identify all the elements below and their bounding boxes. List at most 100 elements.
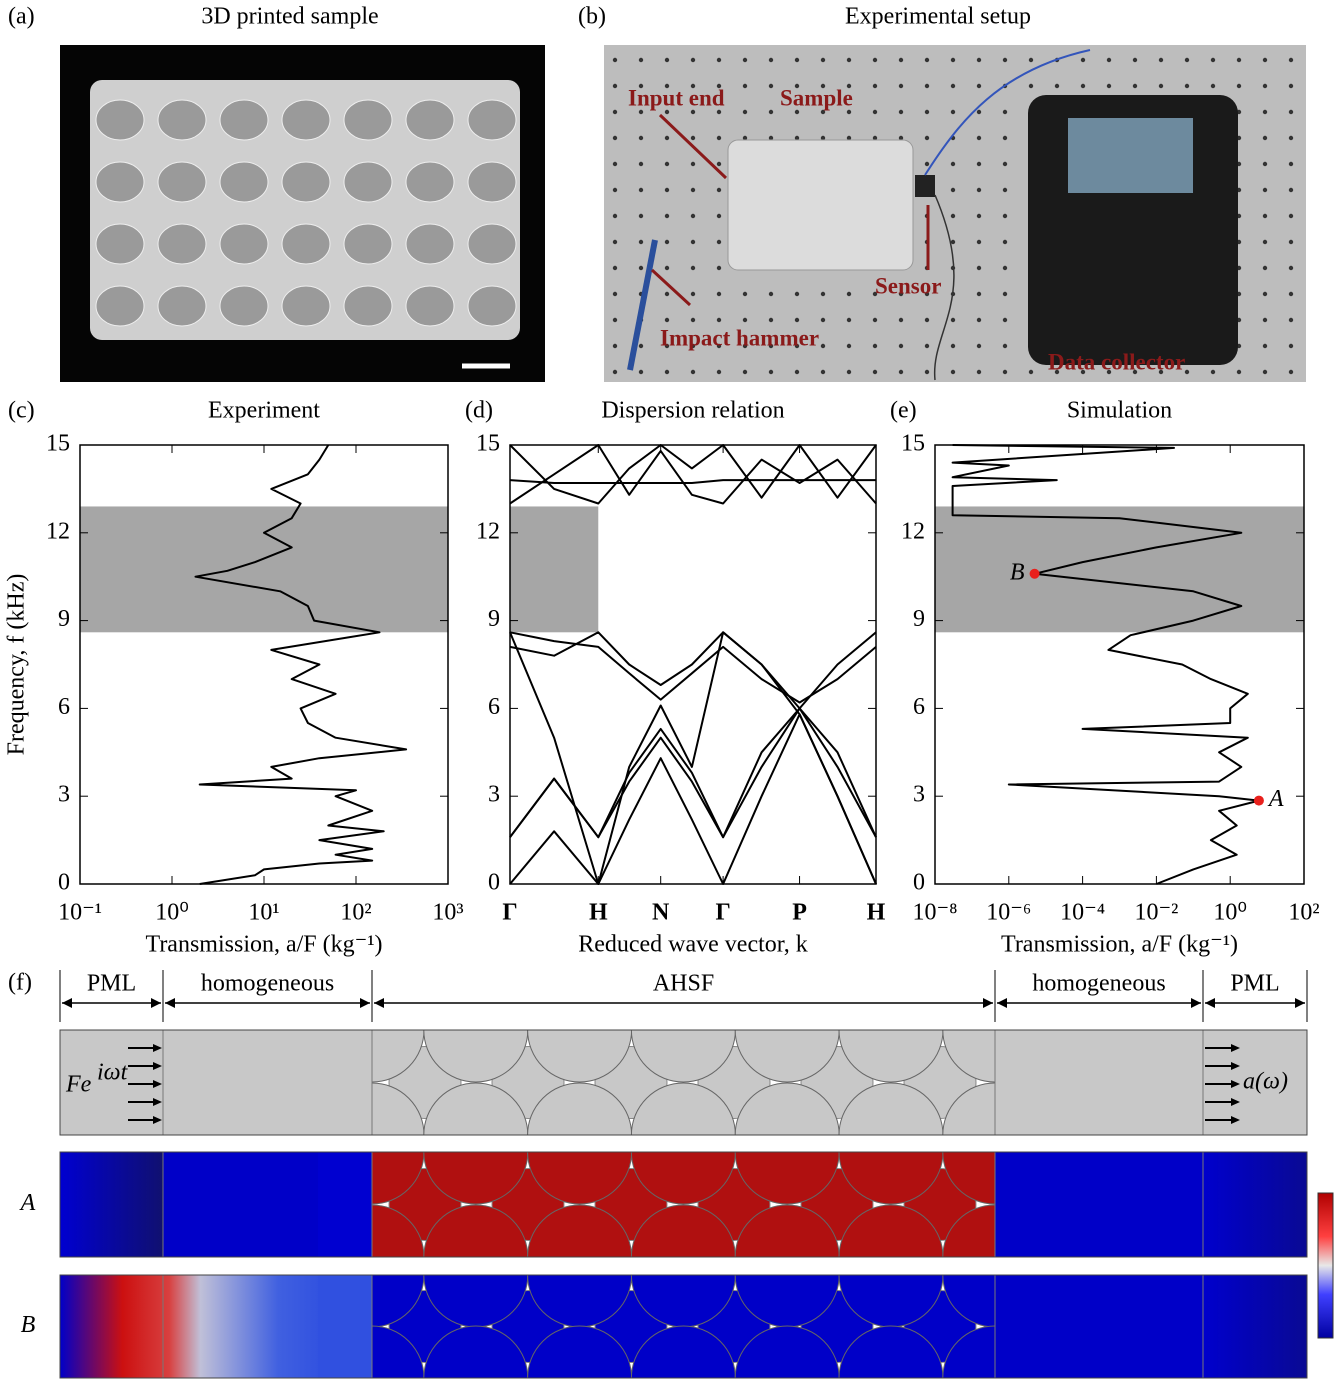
hole bbox=[1002, 265, 1008, 271]
hole bbox=[1132, 83, 1138, 89]
hole bbox=[716, 57, 722, 63]
cell bbox=[281, 99, 331, 141]
hole bbox=[768, 83, 774, 89]
y-tick-label: 6 bbox=[58, 694, 70, 720]
hole bbox=[1288, 265, 1294, 271]
hole bbox=[1028, 369, 1034, 375]
hole bbox=[794, 317, 800, 323]
half-cell bbox=[527, 1029, 633, 1083]
y-tick-label: 0 bbox=[58, 870, 70, 896]
hole bbox=[846, 109, 852, 115]
hole bbox=[664, 317, 670, 323]
half-cell bbox=[734, 1151, 840, 1205]
panel-label: (f) bbox=[8, 970, 32, 996]
hole bbox=[612, 135, 618, 141]
hole bbox=[1002, 343, 1008, 349]
half-cell bbox=[527, 1204, 633, 1258]
hole bbox=[976, 291, 982, 297]
half-cell bbox=[838, 1204, 944, 1258]
hole bbox=[716, 291, 722, 297]
hole bbox=[820, 343, 826, 349]
cell bbox=[95, 161, 145, 203]
half-cell bbox=[423, 1325, 529, 1379]
hole bbox=[638, 161, 644, 167]
hole bbox=[690, 317, 696, 323]
band-gap bbox=[935, 506, 1304, 633]
y-axis-label: Frequency, f (kHz) bbox=[4, 574, 30, 756]
hole bbox=[612, 213, 618, 219]
hole bbox=[664, 369, 670, 375]
x-tick-label: 10⁻⁶ bbox=[986, 900, 1031, 926]
hole bbox=[1028, 57, 1034, 63]
half-cell bbox=[423, 1029, 529, 1083]
hole bbox=[1054, 83, 1060, 89]
hole bbox=[1054, 369, 1060, 375]
hole bbox=[898, 83, 904, 89]
annotation: Sensor bbox=[875, 273, 941, 298]
hole bbox=[1288, 83, 1294, 89]
hole bbox=[638, 265, 644, 271]
cell bbox=[343, 223, 393, 265]
hole bbox=[768, 291, 774, 297]
arrow-head bbox=[1231, 1116, 1240, 1124]
hole bbox=[664, 83, 670, 89]
hole bbox=[664, 343, 670, 349]
x-tick-label: 10⁻² bbox=[1134, 900, 1178, 926]
x-tick-label: 10¹ bbox=[248, 900, 279, 926]
half-cell bbox=[630, 1151, 736, 1205]
hole bbox=[1002, 213, 1008, 219]
hole bbox=[846, 135, 852, 141]
sensor bbox=[915, 175, 935, 197]
hole bbox=[950, 213, 956, 219]
hole bbox=[1262, 317, 1268, 323]
arrow-head bbox=[1231, 1062, 1240, 1070]
hole bbox=[1262, 291, 1268, 297]
plot-frame bbox=[509, 444, 877, 885]
hole bbox=[1132, 57, 1138, 63]
arrow-head bbox=[1231, 1044, 1240, 1052]
hole bbox=[1002, 187, 1008, 193]
x-axis-label: Transmission, a/F (kg⁻¹) bbox=[146, 932, 383, 958]
x-tick-label: Γ bbox=[715, 900, 730, 926]
y-tick-label: 6 bbox=[913, 694, 925, 720]
hole bbox=[1158, 57, 1164, 63]
hole bbox=[1288, 135, 1294, 141]
hole bbox=[638, 213, 644, 219]
hole bbox=[1288, 161, 1294, 167]
hole bbox=[742, 83, 748, 89]
annotation: Input end bbox=[628, 85, 725, 110]
hole bbox=[794, 109, 800, 115]
hole bbox=[1262, 57, 1268, 63]
half-cell bbox=[734, 1325, 840, 1379]
hole bbox=[950, 83, 956, 89]
hole bbox=[1028, 83, 1034, 89]
sample-body bbox=[90, 80, 520, 340]
hole bbox=[794, 369, 800, 375]
x-tick-label: H bbox=[867, 900, 886, 926]
arrow-head bbox=[1205, 998, 1305, 1008]
panel-label: (b) bbox=[578, 4, 606, 30]
hole bbox=[1158, 83, 1164, 89]
hole bbox=[950, 343, 956, 349]
y-tick-label: 0 bbox=[913, 870, 925, 896]
panel-title: 3D printed sample bbox=[201, 4, 378, 30]
hole bbox=[924, 369, 930, 375]
hole bbox=[612, 317, 618, 323]
hole bbox=[1158, 369, 1164, 375]
hole bbox=[638, 239, 644, 245]
hole bbox=[664, 291, 670, 297]
hole bbox=[898, 317, 904, 323]
y-tick-label: 9 bbox=[58, 606, 70, 632]
half-cell bbox=[630, 1325, 736, 1379]
x-tick-label: 10⁰ bbox=[155, 900, 189, 926]
hole bbox=[1210, 57, 1216, 63]
hole bbox=[1184, 369, 1190, 375]
hole bbox=[664, 109, 670, 115]
hole bbox=[664, 135, 670, 141]
half-cell bbox=[734, 1204, 840, 1258]
half-cell bbox=[527, 1151, 633, 1205]
hole bbox=[1236, 369, 1242, 375]
hole bbox=[716, 83, 722, 89]
y-tick-label: 15 bbox=[46, 431, 70, 457]
arrow-head bbox=[1231, 1080, 1240, 1088]
